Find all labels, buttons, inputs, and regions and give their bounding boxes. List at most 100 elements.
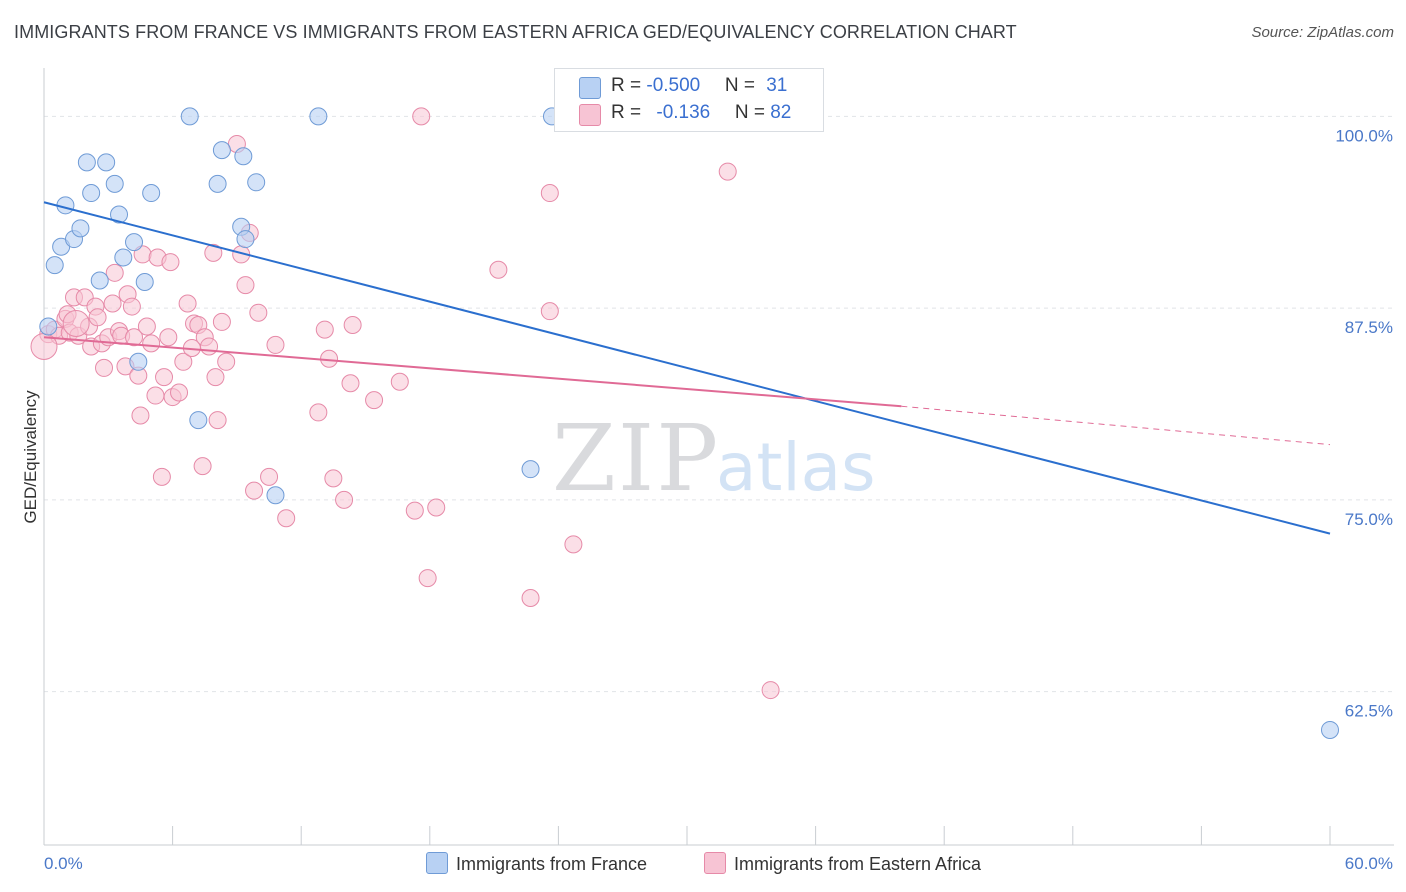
legend-r-label: R = xyxy=(611,102,647,123)
point-eastern-africa xyxy=(521,589,540,608)
point-eastern-africa xyxy=(418,569,437,588)
point-eastern-africa xyxy=(761,681,780,700)
watermark-atlas: atlas xyxy=(716,429,876,506)
point-eastern-africa xyxy=(260,467,279,486)
y-tick-label: 75.0% xyxy=(1345,510,1393,529)
point-france xyxy=(97,153,116,172)
point-eastern-africa xyxy=(236,276,255,295)
point-eastern-africa xyxy=(405,501,424,520)
point-eastern-africa xyxy=(62,309,90,337)
point-eastern-africa xyxy=(161,253,180,272)
point-eastern-africa xyxy=(204,243,223,262)
tick-labels: 62.5% 75.0% 87.5% 100.0% 0.0% 60.0% xyxy=(44,126,1393,873)
trend-layer xyxy=(43,201,1331,535)
point-france xyxy=(71,219,90,238)
point-eastern-africa xyxy=(88,308,107,327)
x-tick-label: 0.0% xyxy=(44,854,83,873)
point-france xyxy=(45,256,64,275)
legend-n-label: N = xyxy=(724,75,761,96)
point-eastern-africa xyxy=(200,337,219,356)
bottom-legend-label-france: Immigrants from France xyxy=(456,854,648,874)
point-france xyxy=(189,411,208,430)
point-france xyxy=(208,174,227,193)
point-eastern-africa xyxy=(105,263,124,282)
x-tick-label: 60.0% xyxy=(1345,854,1393,873)
point-france xyxy=(105,174,124,193)
point-eastern-africa xyxy=(309,403,328,422)
point-france xyxy=(236,230,255,249)
point-eastern-africa xyxy=(412,107,431,126)
legend-n-value-france: 31 xyxy=(766,75,788,96)
point-france xyxy=(110,205,129,224)
watermark: ZIP atlas xyxy=(552,405,876,512)
point-eastern-africa xyxy=(212,312,231,331)
bottom-legend-swatch-france xyxy=(426,852,448,874)
y-tick-label: 100.0% xyxy=(1335,126,1393,145)
point-eastern-africa xyxy=(343,315,362,334)
point-eastern-africa xyxy=(103,294,122,313)
legend-n-value-africa: 82 xyxy=(770,102,792,123)
point-eastern-africa xyxy=(365,391,384,410)
point-france xyxy=(142,184,161,203)
point-eastern-africa xyxy=(131,406,150,425)
trendline-eastern-africa-extension xyxy=(901,405,1331,446)
point-eastern-africa xyxy=(178,294,197,313)
point-eastern-africa xyxy=(155,368,174,387)
legend-r-value-africa: -0.136 xyxy=(656,102,711,123)
point-eastern-africa xyxy=(245,481,264,500)
point-eastern-africa xyxy=(540,302,559,321)
legend-r-label: R = xyxy=(611,75,647,96)
point-eastern-africa xyxy=(170,383,189,402)
point-eastern-africa xyxy=(277,509,296,528)
point-france xyxy=(125,233,144,252)
point-france xyxy=(114,248,133,267)
legend-swatch-africa xyxy=(579,104,601,126)
point-france xyxy=(180,107,199,126)
bottom-legend-swatch-africa xyxy=(704,852,726,874)
source-label: Source: ZipAtlas.com xyxy=(1251,24,1394,41)
point-eastern-africa xyxy=(564,535,583,554)
trendline-eastern-africa xyxy=(43,336,902,408)
y-tick-label: 62.5% xyxy=(1345,702,1393,721)
point-eastern-africa xyxy=(193,457,212,476)
point-france xyxy=(266,486,285,505)
point-eastern-africa xyxy=(146,386,165,405)
point-eastern-africa xyxy=(142,334,161,353)
legend-r-value-france: -0.500 xyxy=(646,75,701,96)
point-france xyxy=(135,273,154,292)
point-eastern-africa xyxy=(540,184,559,203)
point-eastern-africa xyxy=(137,317,156,336)
point-eastern-africa xyxy=(335,490,354,509)
point-eastern-africa xyxy=(95,358,114,377)
point-eastern-africa xyxy=(489,260,508,279)
point-france xyxy=(247,173,266,192)
y-axis-label: GED/Equivalency xyxy=(21,390,40,524)
point-eastern-africa xyxy=(718,162,737,181)
point-eastern-africa xyxy=(341,374,360,393)
watermark-zip: ZIP xyxy=(552,405,720,512)
point-france xyxy=(129,352,148,371)
point-eastern-africa xyxy=(122,297,141,316)
point-eastern-africa xyxy=(315,320,334,339)
point-france xyxy=(309,107,328,126)
point-eastern-africa xyxy=(249,303,268,322)
point-france xyxy=(90,271,109,290)
point-france xyxy=(39,317,58,336)
point-france xyxy=(521,460,540,479)
point-eastern-africa xyxy=(217,352,236,371)
stats-legend: R = -0.500 N = 31 R = -0.136 N = 82 xyxy=(554,68,824,132)
point-france xyxy=(77,153,96,172)
point-eastern-africa xyxy=(266,335,285,354)
chart-title: IMMIGRANTS FROM FRANCE VS IMMIGRANTS FRO… xyxy=(14,22,1017,42)
point-eastern-africa xyxy=(324,469,343,488)
bottom-legend-france: Immigrants from France xyxy=(426,852,647,875)
trendline-france xyxy=(43,201,1331,535)
bottom-legend-label-africa: Immigrants from Eastern Africa xyxy=(734,854,982,874)
point-eastern-africa xyxy=(152,467,171,486)
point-eastern-africa xyxy=(125,328,144,347)
bottom-legend-africa: Immigrants from Eastern Africa xyxy=(704,852,981,875)
legend-swatch-france xyxy=(579,77,601,99)
point-france xyxy=(82,184,101,203)
point-eastern-africa xyxy=(427,498,446,517)
